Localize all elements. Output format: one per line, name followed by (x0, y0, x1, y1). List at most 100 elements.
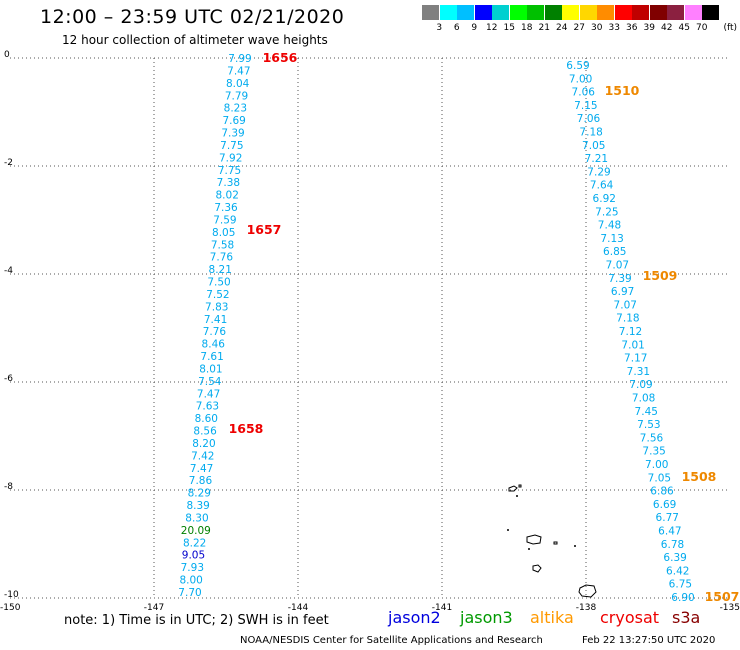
track1-wave-height: 8.39 (186, 500, 209, 512)
track2-wave-height: 7.06 (577, 113, 601, 125)
satellite-jason3: jason3 (460, 608, 513, 627)
track2-wave-height: 7.05 (648, 472, 671, 484)
track1-wave-height: 8.23 (224, 103, 247, 115)
lon-label: -135 (720, 603, 740, 613)
track1-wave-height: 7.61 (200, 351, 223, 363)
track2-wave-height: 7.56 (640, 432, 664, 444)
track1-wave-height: 8.05 (212, 227, 235, 239)
credit-text: NOAA/NESDIS Center for Satellite Applica… (240, 635, 543, 646)
track2-wave-height: 6.90 (671, 592, 694, 604)
track1-wave-height: 7.41 (204, 314, 227, 326)
track1-wave-height: 7.38 (217, 177, 240, 189)
lon-label: -138 (576, 603, 597, 613)
track1-wave-height: 7.39 (221, 128, 244, 140)
legend-label: 9 (471, 23, 478, 33)
legend-swatch (439, 5, 457, 20)
track2-wave-height: 6.59 (566, 60, 589, 72)
track2-wave-height: 7.18 (579, 127, 602, 139)
lon-label: -144 (288, 603, 309, 613)
track2-wave-height: 6.42 (666, 565, 689, 577)
track1-wave-height: 7.52 (206, 289, 229, 301)
legend-label: 30 (591, 23, 603, 33)
note-text: note: 1) Time is in UTC; 2) SWH is in fe… (64, 613, 329, 628)
track2-wave-height: 6.78 (661, 539, 684, 551)
legend-swatch (684, 5, 702, 20)
legend-label: 21 (538, 23, 550, 33)
island-outline (578, 584, 597, 598)
track1-time-label: 1657 (247, 222, 282, 237)
track1-wave-height: 7.54 (198, 376, 222, 388)
island-dot (516, 495, 518, 497)
island-outline (518, 484, 522, 488)
lat-label: 0 (4, 50, 10, 60)
track2-wave-height: 6.69 (653, 499, 676, 511)
track2-wave-height: 7.39 (608, 273, 631, 285)
track1-wave-height: 8.20 (192, 438, 215, 450)
legend-swatch (457, 5, 474, 20)
track1-wave-height: 7.42 (191, 450, 214, 462)
legend-swatch (632, 5, 649, 20)
legend-swatch (562, 5, 579, 20)
track2-wave-height: 6.97 (611, 286, 634, 298)
track2-wave-height: 7.07 (614, 299, 637, 311)
track2-wave-height: 7.05 (582, 140, 605, 152)
track1-wave-height: 8.60 (195, 413, 218, 425)
track2-time-label: 1510 (605, 83, 640, 98)
track1-wave-height: 7.70 (178, 587, 201, 599)
legend-label: 24 (556, 23, 568, 33)
legend-swatch (422, 5, 439, 20)
track1-wave-height: 7.69 (222, 115, 245, 127)
track1-wave-height: 7.86 (189, 475, 213, 487)
track2-wave-height: 7.13 (600, 233, 623, 245)
legend-swatch (492, 5, 509, 20)
track1-wave-height: 8.01 (199, 363, 222, 375)
legend-swatch (579, 5, 597, 20)
island-outline (508, 485, 518, 492)
track2-wave-height: 7.53 (637, 419, 660, 431)
track2-wave-height: 7.18 (616, 313, 639, 325)
map-subtitle: 12 hour collection of altimeter wave hei… (62, 33, 328, 47)
track1-time-label: 1658 (229, 421, 264, 436)
satellite-jason2: jason2 (388, 608, 441, 627)
lon-label: -150 (0, 603, 21, 613)
lat-label: -2 (4, 158, 13, 168)
island-dot (574, 545, 576, 547)
track1-wave-height: 7.50 (207, 277, 230, 289)
track1-wave-height: 7.75 (220, 140, 243, 152)
generated-timestamp: Feb 22 13:27:50 UTC 2020 (582, 635, 716, 646)
track2-wave-height: 7.09 (629, 379, 652, 391)
track1-wave-height: 7.63 (196, 401, 219, 413)
lat-label: -8 (4, 482, 13, 492)
track1-wave-height: 8.29 (188, 488, 211, 500)
legend-swatch (597, 5, 614, 20)
lat-label: -10 (4, 590, 19, 600)
island-outline (553, 541, 558, 545)
legend-swatch (474, 5, 492, 20)
legend-label: 18 (521, 23, 533, 33)
track1-wave-height: 8.02 (216, 190, 239, 202)
legend-swatch (667, 5, 684, 20)
legend-label: 45 (678, 23, 690, 33)
track2-wave-height: 7.21 (585, 153, 608, 165)
track1-wave-height: 7.59 (213, 214, 236, 226)
track1-wave-height: 7.83 (205, 301, 228, 313)
legend-unit: (ft) (723, 23, 738, 33)
legend-swatch (544, 5, 562, 20)
legend-label: 70 (696, 23, 708, 33)
track1-wave-height: 7.47 (190, 463, 213, 475)
track2-wave-height: 7.25 (595, 206, 618, 218)
legend-label: 6 (453, 23, 460, 33)
track2-wave-height: 7.00 (645, 459, 668, 471)
track2-wave-height: 7.64 (590, 180, 614, 192)
track2-time-label: 1509 (643, 268, 678, 283)
legend-swatch (649, 5, 667, 20)
legend-swatch (702, 5, 719, 20)
track2-wave-height: 7.29 (587, 166, 610, 178)
lon-label: -147 (144, 603, 164, 613)
satellite-s3a: s3a (672, 608, 701, 627)
map-title: 12:00 – 23:59 UTC 02/21/2020 (40, 6, 345, 28)
track2-wave-height: 7.48 (598, 220, 621, 232)
satellite-cryosat: cryosat (600, 608, 660, 627)
track2-time-label: 1507 (705, 589, 740, 604)
